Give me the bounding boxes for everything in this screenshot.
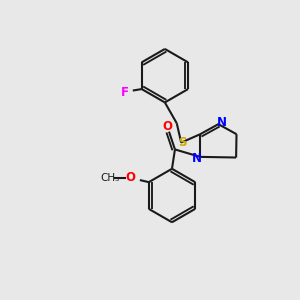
Text: O: O	[125, 171, 135, 184]
Text: O: O	[163, 120, 172, 133]
Text: N: N	[217, 116, 227, 129]
Text: N: N	[192, 152, 202, 165]
Text: F: F	[121, 85, 129, 98]
Text: S: S	[178, 136, 187, 149]
Text: CH₃: CH₃	[101, 173, 120, 183]
